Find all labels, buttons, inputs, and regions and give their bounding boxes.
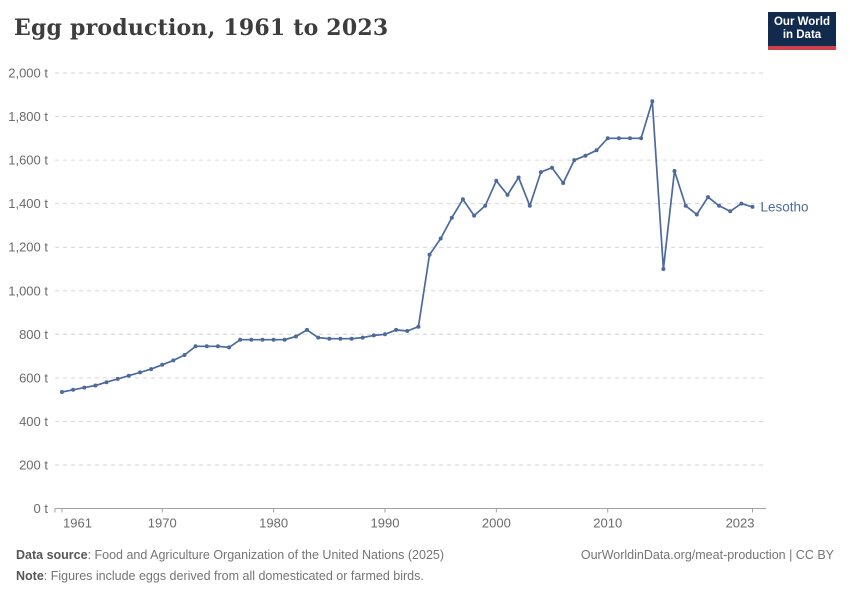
x-axis-tick-label: 1970 (148, 516, 177, 531)
y-axis-tick-label: 800 t (19, 327, 48, 342)
data-point[interactable] (327, 336, 332, 341)
data-point[interactable] (694, 212, 699, 217)
data-point[interactable] (171, 358, 176, 363)
data-point[interactable] (538, 170, 543, 175)
y-axis-tick-label: 2,000 t (8, 66, 48, 81)
data-point[interactable] (126, 373, 131, 378)
data-point[interactable] (594, 148, 599, 153)
data-point[interactable] (438, 236, 443, 241)
data-point[interactable] (227, 345, 232, 350)
data-point[interactable] (104, 380, 109, 385)
data-point[interactable] (505, 192, 510, 197)
data-point[interactable] (616, 136, 621, 141)
data-point[interactable] (561, 181, 566, 185)
data-point[interactable] (550, 165, 554, 170)
data-point[interactable] (583, 153, 588, 158)
y-axis-tick-label: 1,600 t (8, 153, 48, 168)
data-point[interactable] (282, 337, 287, 342)
y-axis-tick-label: 200 t (19, 457, 48, 472)
y-axis-tick-label: 0 t (34, 501, 49, 516)
data-point[interactable] (706, 195, 710, 200)
data-point[interactable] (360, 335, 365, 340)
y-axis-tick-label: 1,000 t (8, 283, 48, 298)
data-point[interactable] (293, 334, 298, 339)
data-point[interactable] (661, 267, 666, 271)
owid-logo-line2: in Data (782, 29, 822, 41)
data-point[interactable] (472, 213, 477, 218)
data-point[interactable] (71, 387, 76, 392)
data-point[interactable] (138, 370, 142, 375)
data-point[interactable] (115, 376, 120, 381)
y-axis-tick-label: 600 t (19, 370, 48, 385)
data-source-text: : Food and Agriculture Organization of t… (87, 548, 445, 562)
data-point[interactable] (215, 344, 220, 349)
data-point[interactable] (494, 178, 499, 183)
data-point[interactable] (483, 203, 488, 208)
data-point[interactable] (639, 136, 644, 141)
data-point[interactable] (305, 327, 309, 332)
data-point[interactable] (249, 337, 254, 342)
data-point[interactable] (650, 99, 655, 104)
data-point[interactable] (683, 203, 688, 208)
y-axis-tick-label: 1,200 t (8, 240, 48, 255)
data-point[interactable] (572, 158, 577, 163)
x-axis-tick-label: 2023 (726, 516, 755, 531)
y-axis-tick-label: 400 t (19, 414, 48, 429)
footer-source-note: Data source: Food and Agriculture Organi… (16, 545, 444, 587)
chart-title: Egg production, 1961 to 2023 (14, 15, 389, 41)
data-point[interactable] (371, 333, 376, 338)
data-point[interactable] (316, 335, 321, 340)
data-point[interactable] (93, 383, 98, 388)
y-axis-tick-label: 1,400 t (8, 196, 48, 211)
data-point[interactable] (605, 136, 610, 141)
data-point[interactable] (338, 336, 343, 341)
line-chart-canvas: 0 t 200 t 400 t 600 t 800 t 1,000 t 1,200 t 1,4… (8, 66, 809, 531)
x-axis-tick-label: 2010 (593, 516, 622, 531)
data-point[interactable] (160, 362, 165, 367)
data-point[interactable] (60, 390, 64, 394)
data-source-line: Data source: Food and Agriculture Organi… (16, 545, 444, 566)
data-source-label: Data source (16, 548, 88, 562)
data-point[interactable] (149, 367, 154, 372)
x-axis-tick-label: 1980 (259, 516, 288, 531)
owid-logo[interactable]: Our World in Data (768, 12, 836, 50)
data-point[interactable] (739, 201, 744, 206)
x-axis-tick-label: 2000 (482, 516, 511, 531)
note-line: Note: Figures include eggs derived from … (16, 566, 444, 587)
data-point[interactable] (750, 204, 755, 209)
data-point[interactable] (193, 344, 198, 349)
chart-header: Egg production, 1961 to 2023 Our World i… (0, 0, 850, 60)
data-point[interactable] (717, 203, 722, 208)
note-label: Note (16, 569, 44, 583)
note-text: : Figures include eggs derived from all … (43, 569, 424, 583)
data-point[interactable] (405, 329, 410, 333)
data-point[interactable] (182, 353, 187, 357)
data-point[interactable] (260, 337, 265, 342)
x-axis-tick-label: 1990 (371, 516, 400, 531)
data-point[interactable] (728, 209, 733, 214)
data-point[interactable] (383, 332, 387, 337)
data-point[interactable] (449, 215, 454, 220)
data-point[interactable] (349, 336, 354, 341)
data-point[interactable] (238, 337, 243, 342)
data-point[interactable] (394, 327, 399, 332)
owid-logo-line1: Our World (773, 16, 830, 28)
chart-footer: Data source: Food and Agriculture Organi… (16, 545, 834, 587)
data-point[interactable] (82, 385, 87, 390)
data-line-lesotho (61, 100, 754, 393)
data-point[interactable] (416, 324, 421, 329)
data-point[interactable] (672, 169, 677, 173)
data-point[interactable] (204, 344, 209, 349)
entity-label-lesotho[interactable]: Lesotho (761, 199, 809, 214)
data-point[interactable] (516, 175, 521, 180)
owid-citation-link[interactable]: OurWorldinData.org/meat-production | CC … (580, 548, 834, 562)
data-point[interactable] (460, 197, 465, 202)
data-point[interactable] (628, 136, 632, 141)
x-axis-tick-label: 1961 (63, 516, 92, 531)
data-point[interactable] (271, 337, 276, 342)
data-point[interactable] (427, 252, 432, 257)
data-point[interactable] (527, 203, 532, 208)
y-axis-tick-label: 1,800 t (8, 109, 48, 124)
